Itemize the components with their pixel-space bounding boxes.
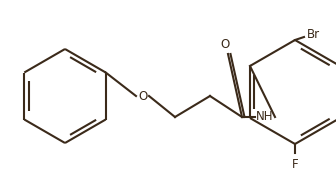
- Text: F: F: [292, 158, 298, 171]
- Text: Br: Br: [307, 29, 320, 42]
- Text: NH: NH: [256, 111, 274, 123]
- Text: O: O: [220, 37, 229, 50]
- Text: O: O: [138, 90, 148, 102]
